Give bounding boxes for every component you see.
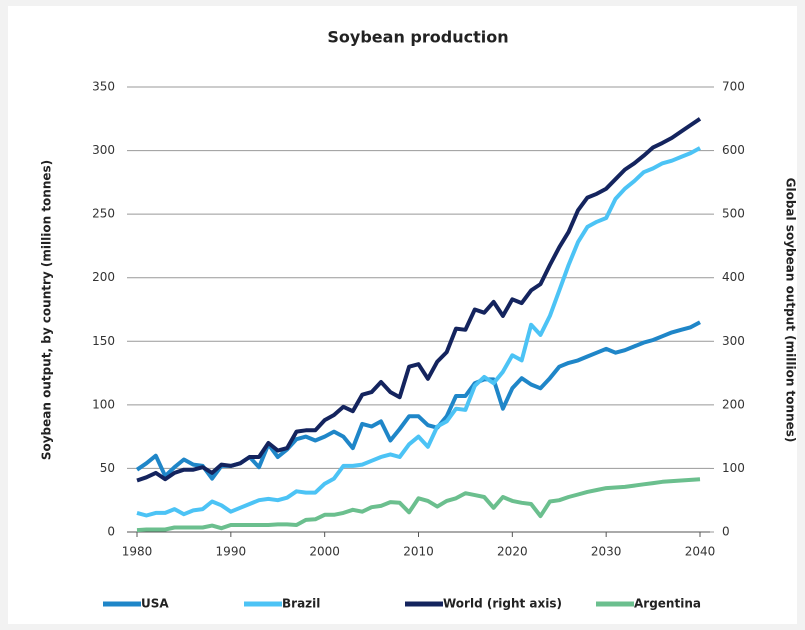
- chart-title: Soybean production: [327, 28, 508, 47]
- legend-label: USA: [141, 597, 169, 611]
- y2-tick-label: 700: [722, 80, 745, 94]
- series-line: [136, 477, 701, 533]
- x-tick-label: 2020: [497, 545, 528, 559]
- y-tick-label: 350: [92, 80, 115, 94]
- y-axis-title: Soybean output, by country (million tonn…: [40, 160, 54, 460]
- y2-tick-label: 400: [722, 270, 745, 284]
- x-tick-label: 2010: [403, 545, 434, 559]
- y-tick-label: 150: [92, 334, 115, 348]
- y2-axis-title: Global soybean output (million tonnes): [784, 178, 798, 443]
- x-tick-label: 2030: [591, 545, 622, 559]
- y2-tick-label: 200: [722, 397, 745, 411]
- y-tick-label: 200: [92, 270, 115, 284]
- x-tick-label: 1990: [216, 545, 247, 559]
- legend-label: Brazil: [282, 597, 320, 611]
- y2-tick-label: 0: [722, 525, 730, 539]
- x-tick-label: 2000: [309, 545, 340, 559]
- y-tick-label: 250: [92, 207, 115, 221]
- y-tick-label: 0: [107, 525, 115, 539]
- y2-tick-label: 600: [722, 143, 745, 157]
- series-line: [136, 117, 702, 483]
- chart-background: [8, 6, 797, 624]
- x-tick-label: 2040: [685, 545, 716, 559]
- y-tick-label: 300: [92, 143, 115, 157]
- y2-tick-label: 100: [722, 461, 745, 475]
- legend-label: Argentina: [634, 597, 701, 611]
- y-tick-label: 50: [100, 461, 115, 475]
- series-line: [136, 146, 701, 518]
- y-tick-label: 100: [92, 397, 115, 411]
- y2-tick-label: 500: [722, 207, 745, 221]
- x-tick-label: 1980: [122, 545, 153, 559]
- y2-tick-label: 300: [722, 334, 745, 348]
- legend-label: World (right axis): [443, 597, 562, 611]
